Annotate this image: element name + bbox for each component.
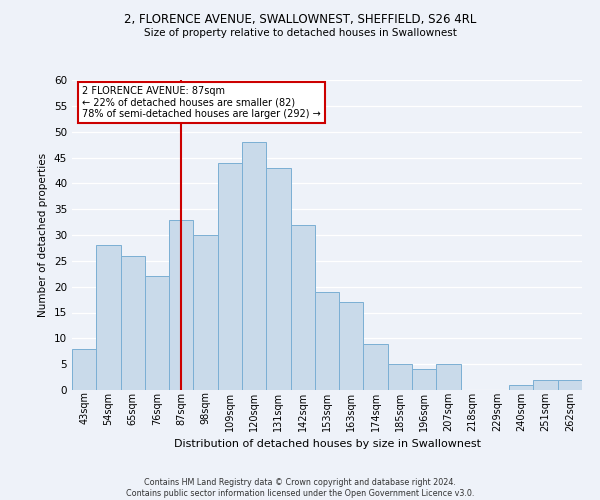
Bar	[558, 380, 582, 390]
Bar	[96, 246, 121, 390]
Bar	[509, 385, 533, 390]
Bar	[72, 348, 96, 390]
Bar	[218, 162, 242, 390]
X-axis label: Distribution of detached houses by size in Swallownest: Distribution of detached houses by size …	[173, 439, 481, 449]
Text: 2, FLORENCE AVENUE, SWALLOWNEST, SHEFFIELD, S26 4RL: 2, FLORENCE AVENUE, SWALLOWNEST, SHEFFIE…	[124, 12, 476, 26]
Bar	[364, 344, 388, 390]
Bar	[388, 364, 412, 390]
Text: Size of property relative to detached houses in Swallownest: Size of property relative to detached ho…	[143, 28, 457, 38]
Text: 2 FLORENCE AVENUE: 87sqm
← 22% of detached houses are smaller (82)
78% of semi-d: 2 FLORENCE AVENUE: 87sqm ← 22% of detach…	[82, 86, 321, 120]
Bar	[145, 276, 169, 390]
Bar	[121, 256, 145, 390]
Y-axis label: Number of detached properties: Number of detached properties	[38, 153, 49, 317]
Text: Contains HM Land Registry data © Crown copyright and database right 2024.
Contai: Contains HM Land Registry data © Crown c…	[126, 478, 474, 498]
Bar	[290, 224, 315, 390]
Bar	[339, 302, 364, 390]
Bar	[315, 292, 339, 390]
Bar	[242, 142, 266, 390]
Bar	[436, 364, 461, 390]
Bar	[193, 235, 218, 390]
Bar	[533, 380, 558, 390]
Bar	[266, 168, 290, 390]
Bar	[169, 220, 193, 390]
Bar	[412, 370, 436, 390]
